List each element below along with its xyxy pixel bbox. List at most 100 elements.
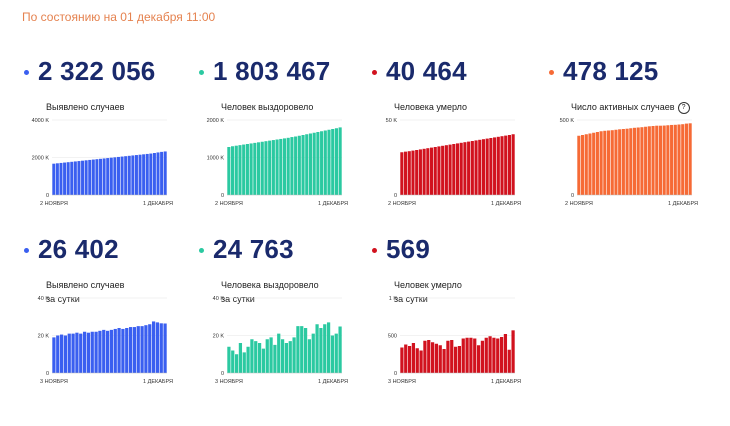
bar [124,156,128,195]
bar [149,153,153,195]
bar [52,163,56,195]
bar [330,335,335,373]
bar [301,135,305,195]
stat-label: Выявлено случаев за сутки [46,280,125,304]
bar [297,135,301,195]
bar [75,332,79,373]
bar [144,325,148,373]
bar [296,326,300,374]
bar [88,159,92,195]
y-tick-label: 20 K [38,334,50,340]
bar [614,129,618,195]
bar [102,329,106,374]
bar [476,345,481,373]
bar [148,324,152,373]
x-start-label: 3 НОЯБРЯ [40,379,68,385]
bar [474,140,478,195]
bar [400,152,404,195]
bar [242,144,246,195]
bar [326,322,331,374]
bar [492,337,496,373]
bar [444,145,448,195]
bar [66,162,70,195]
bar [94,331,98,373]
y-tick-label: 0 [46,193,49,199]
help-icon[interactable]: ? [677,101,690,114]
bar [419,350,423,373]
bar [481,139,486,195]
bar [279,138,283,195]
bar [331,129,335,195]
stat-value: 569 [386,234,430,264]
bar [131,155,135,195]
bar [478,139,482,195]
stat-label: Человека умерло [394,102,468,112]
bar [499,337,504,373]
bar [121,328,125,373]
bar [677,124,681,195]
bar [625,128,629,195]
bar [145,153,149,195]
stat-value: 2 322 056 [38,56,156,86]
bar [592,132,596,195]
bar [290,137,294,195]
bar [426,148,430,195]
bar [577,135,581,195]
stat-card-daily_recovered: 24 763 Человека выздоровело за сутки 0 20 K… [199,234,364,416]
y-tick-label: 0 [394,193,397,199]
bar [265,339,269,373]
bar [636,127,640,195]
bar [404,344,408,373]
y-tick-label: 0 [221,193,224,199]
bar [323,324,327,373]
bar [496,338,500,373]
bar [455,143,460,195]
bar [106,158,110,195]
stat-card-recovered: 1 803 467 Человек выздоровело 0 1000 K 2000 … [199,56,364,238]
bar [86,332,91,373]
bar [320,131,324,195]
bar [257,343,262,373]
bar [434,343,439,373]
bar [446,340,450,373]
bar [662,125,666,195]
bar [651,126,655,195]
y-tick-label: 4000 K [32,118,50,124]
bar [132,327,137,373]
bar [429,147,434,195]
bar [273,344,277,374]
bar [98,330,102,373]
bar [84,160,88,195]
bar [55,163,59,195]
bar [269,337,273,374]
bar [437,146,441,195]
bar [485,138,489,195]
bar [260,141,264,195]
bar [463,142,467,195]
bar [81,160,85,195]
bar [311,333,315,374]
bar [95,159,99,195]
bar [400,347,404,373]
x-start-label: 2 НОЯБРЯ [565,201,593,207]
bar [334,128,338,195]
bar [71,333,75,374]
bar [496,136,500,195]
bar [77,161,81,195]
bar [323,130,327,195]
bar [467,141,471,195]
bar [470,141,474,195]
bar [294,136,298,195]
bar [511,330,515,373]
x-end-label: 1 ДЕКАБРЯ [491,379,521,385]
bar [338,127,342,195]
bar-chart: 0 500 1 K 3 НОЯБРЯ 1 ДЕКАБРЯ [388,296,521,385]
x-end-label: 1 ДЕКАБРЯ [143,379,173,385]
bar [430,342,435,373]
bar [151,321,156,373]
bar [249,143,253,195]
bar [684,123,688,195]
bar [312,132,316,195]
bar [316,132,320,195]
